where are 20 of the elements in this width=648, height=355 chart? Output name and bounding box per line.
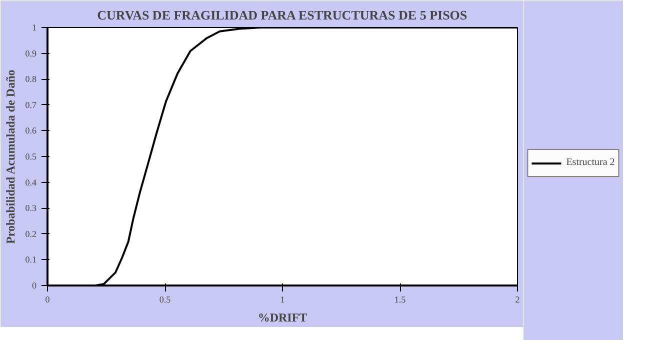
y-tick-label: 0.7 [25,100,37,110]
y-tick-label: 0.5 [25,152,37,162]
x-tick-label: 1 [280,294,285,304]
x-axis-title: %DRIFT [258,310,308,324]
y-tick-label: 0.8 [25,74,37,84]
x-tick-label: 2 [515,294,520,304]
chart-title: CURVAS DE FRAGILIDAD PARA ESTRUCTURAS DE 5 PISOS [97,8,468,22]
x-tick-label: 1.5 [394,294,406,304]
y-tick-label: 1 [32,22,36,32]
y-axis-title: Probabilidad Acumulada de Daño [3,70,18,244]
y-tick-label: 0.1 [25,254,36,265]
y-tick-label: 0 [32,280,37,290]
y-tick-label: 0.6 [25,126,37,136]
x-tick-label: 0 [45,294,50,304]
y-tick-label: 0.9 [25,48,37,58]
y-tick-label: 0.3 [25,203,37,214]
y-tick-label: 0.2 [25,228,36,239]
y-tick-label: 0.4 [25,177,37,188]
legend-label: Estructura 2 [566,157,615,168]
x-tick-label: 0.5 [159,294,172,304]
